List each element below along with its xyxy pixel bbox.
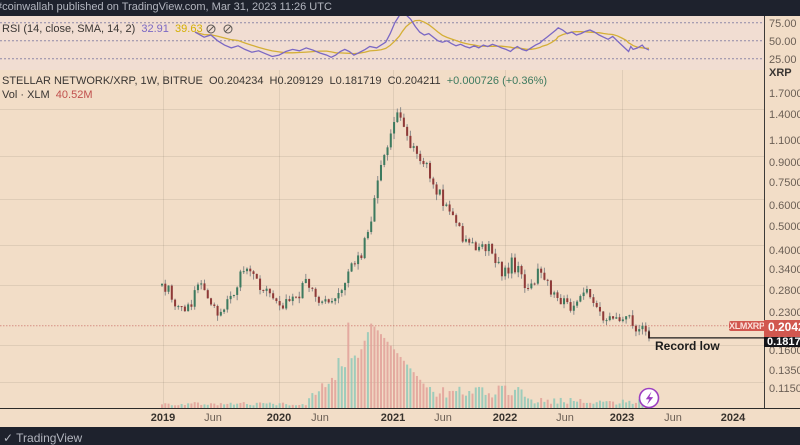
svg-text:Record low: Record low — [655, 339, 720, 353]
